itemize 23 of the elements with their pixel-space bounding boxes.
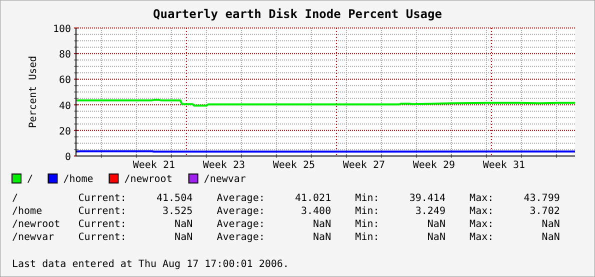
y-tick-label: 20	[58, 126, 71, 138]
x-tick-label: Week 29	[412, 160, 456, 171]
x-tick-label: Week 25	[272, 160, 316, 171]
legend-label: /newroot	[124, 174, 172, 185]
legend-label: /home	[63, 174, 94, 185]
y-tick-label: 60	[58, 75, 71, 86]
y-tick-label: 40	[58, 100, 71, 112]
text: Last data entered at Thu Aug 17 17:00:01 2006.	[12, 259, 289, 270]
x-tick-label: Week 27	[342, 160, 386, 171]
chart-title: Quarterly earth Disk Inode Percent Usage	[153, 7, 442, 21]
legend-label: /	[27, 174, 34, 185]
y-tick-label: 0	[64, 152, 71, 163]
x-tick-label: Week 31	[482, 160, 526, 171]
x-tick-label: Week 21	[132, 160, 175, 171]
text: /newvar Current: NaN Average: NaN Min: NaN Max: NaN	[12, 232, 560, 243]
legend-label: /newvar	[204, 174, 246, 185]
x-tick-label: Week 23	[202, 160, 246, 171]
y-axis-title: Percent Used	[28, 56, 39, 128]
y-tick-label: 80	[58, 50, 71, 61]
y-tick-label: 100	[52, 24, 71, 35]
text: / Current: 41.504 Average: 41.021 Min: 39.414 Max: 43.799	[12, 193, 560, 204]
text: /newroot Current: NaN Average: NaN Min: NaN Max: NaN	[12, 219, 560, 230]
text: /home Current: 3.525 Average: 3.400 Min: 3.249 Max: 3.702	[12, 206, 560, 217]
